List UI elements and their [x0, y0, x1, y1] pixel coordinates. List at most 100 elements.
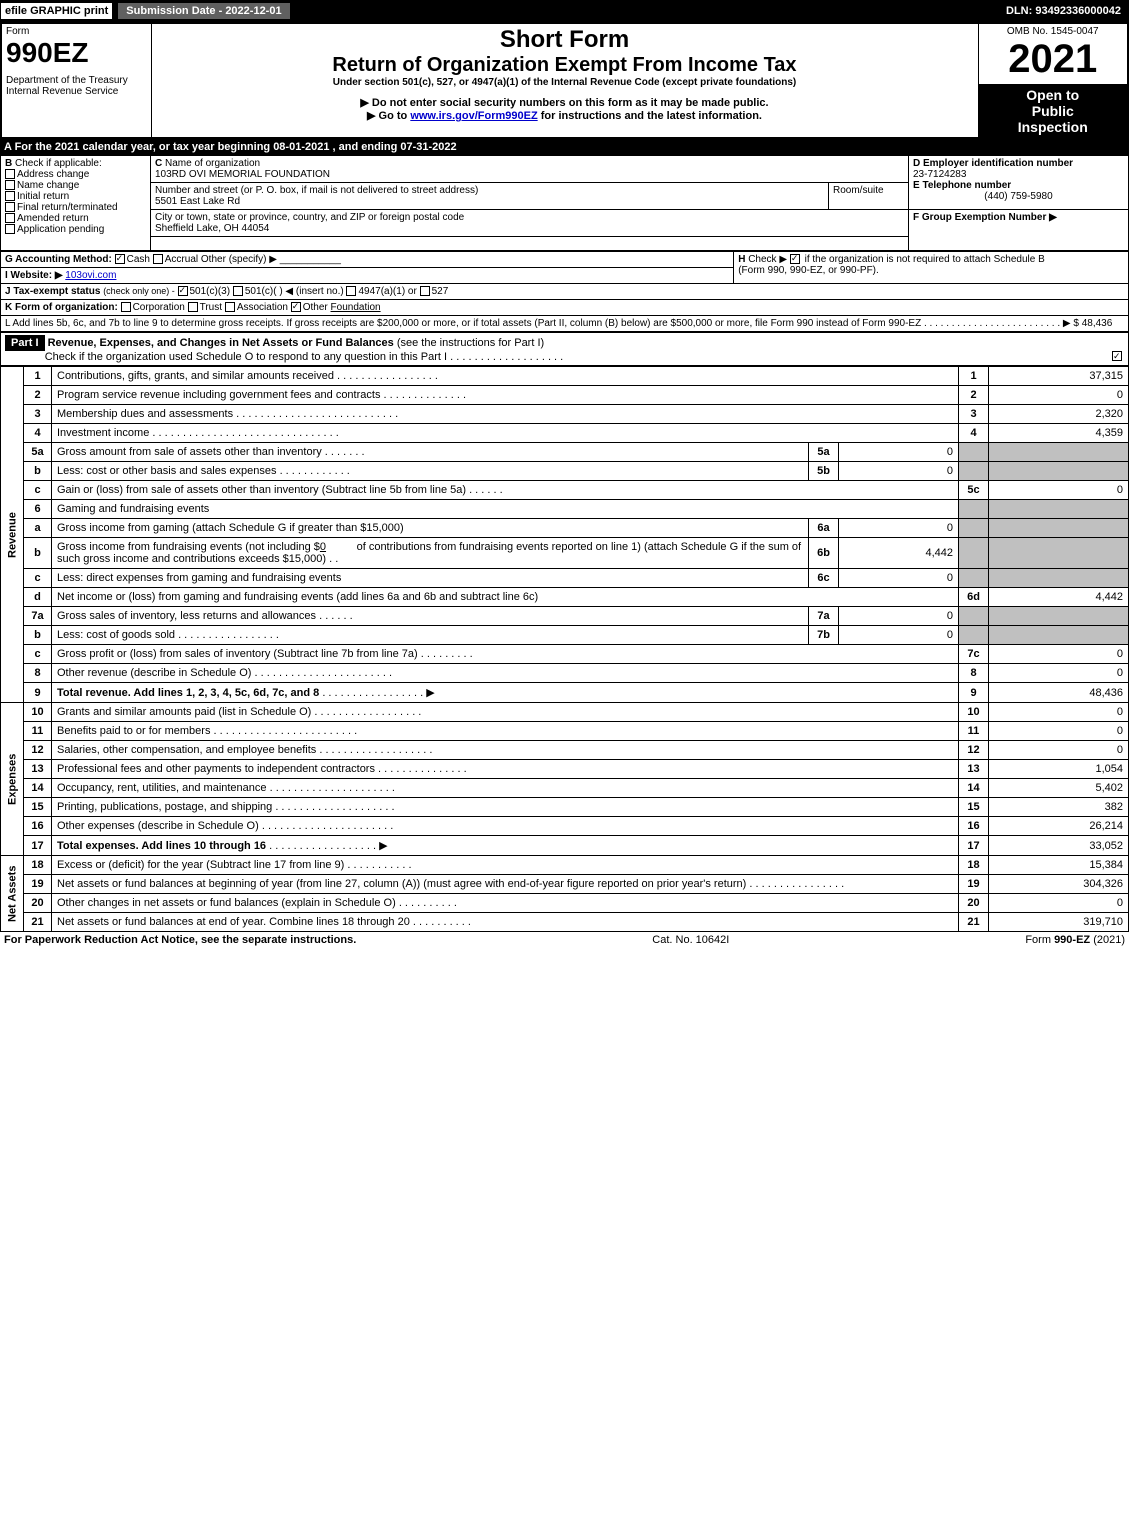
street-value: 5501 East Lake Rd	[155, 196, 240, 207]
ln12-desc: Salaries, other compensation, and employ…	[57, 744, 316, 756]
label-b: B	[5, 158, 12, 169]
ln6a-num: a	[24, 519, 52, 538]
ln13-desc: Professional fees and other payments to …	[57, 763, 375, 775]
h-forms: (Form 990, 990-EZ, or 990-PF).	[738, 265, 879, 276]
ln21-desc: Net assets or fund balances at end of ye…	[57, 916, 410, 928]
ln20-desc: Other changes in net assets or fund bala…	[57, 897, 396, 909]
ln2-val: 0	[989, 386, 1129, 405]
ln4-desc: Investment income	[57, 427, 149, 439]
ln6b-num: b	[24, 538, 52, 569]
instr-goto-post: for instructions and the latest informat…	[538, 110, 762, 122]
ln2-desc: Program service revenue including govern…	[57, 389, 380, 401]
cb-cash[interactable]	[115, 254, 125, 264]
ln5b-num: b	[24, 462, 52, 481]
cb-527[interactable]	[420, 286, 430, 296]
form-number: 990EZ	[6, 37, 147, 69]
expenses-vert-label: Expenses	[1, 703, 24, 856]
omb-number: OMB No. 1545-0047	[983, 26, 1124, 37]
cb-trust[interactable]	[188, 302, 198, 312]
cb-accrual[interactable]	[153, 254, 163, 264]
ln2-num: 2	[24, 386, 52, 405]
net-assets-vert-label: Net Assets	[1, 856, 24, 932]
ln18-num: 18	[24, 856, 52, 875]
ln5c-num: c	[24, 481, 52, 500]
lbl-527: 527	[432, 286, 449, 297]
cb-corp[interactable]	[121, 302, 131, 312]
ln6c-sn: 6c	[809, 569, 839, 588]
ln5a-sv: 0	[839, 443, 959, 462]
cb-4947[interactable]	[346, 286, 356, 296]
cb-assoc[interactable]	[225, 302, 235, 312]
cb-501c3[interactable]	[178, 286, 188, 296]
cb-schedule-o[interactable]	[1112, 351, 1122, 361]
ln5a-desc: Gross amount from sale of assets other t…	[57, 446, 322, 458]
top-bar: efile GRAPHIC print Submission Date - 20…	[0, 0, 1129, 22]
instr-goto: ▶ Go to www.irs.gov/Form990EZ for instru…	[156, 109, 974, 122]
ln6d-desc: Net income or (loss) from gaming and fun…	[57, 591, 538, 603]
ln7c-val: 0	[989, 645, 1129, 664]
ln6-desc: Gaming and fundraising events	[57, 503, 209, 515]
h-rest: if the organization is not required to a…	[805, 254, 1045, 265]
lbl-application-pending: Application pending	[17, 224, 104, 235]
cb-initial-return[interactable]	[5, 191, 15, 201]
footer-mid: Cat. No. 10642I	[652, 934, 729, 946]
ln7a-num: 7a	[24, 607, 52, 626]
ln6b-dval: 0	[320, 541, 326, 553]
cb-name-change[interactable]	[5, 180, 15, 190]
ln5c-nn: 5c	[959, 481, 989, 500]
website-link[interactable]: 103ovi.com	[65, 270, 116, 281]
cb-501c[interactable]	[233, 286, 243, 296]
ln1-num: 1	[24, 367, 52, 386]
ln1-val: 37,315	[989, 367, 1129, 386]
ln4-num: 4	[24, 424, 52, 443]
ln6-num: 6	[24, 500, 52, 519]
ln5b-desc: Less: cost or other basis and sales expe…	[57, 465, 277, 477]
ln15-val: 382	[989, 798, 1129, 817]
ln7c-num: c	[24, 645, 52, 664]
lbl-501c: 501(c)( ) ◀ (insert no.)	[245, 286, 344, 297]
ln12-val: 0	[989, 741, 1129, 760]
open-line2: Public	[983, 103, 1124, 119]
cb-final-return[interactable]	[5, 202, 15, 212]
ln8-num: 8	[24, 664, 52, 683]
lbl-amended-return: Amended return	[17, 213, 89, 224]
org-info-block: B Check if applicable: Address change Na…	[0, 155, 1129, 251]
ln1-nn: 1	[959, 367, 989, 386]
ln7a-sn: 7a	[809, 607, 839, 626]
ln8-val: 0	[989, 664, 1129, 683]
part1-check-text: Check if the organization used Schedule …	[45, 351, 447, 363]
open-line3: Inspection	[983, 119, 1124, 135]
ln15-num: 15	[24, 798, 52, 817]
ln7b-num: b	[24, 626, 52, 645]
ln11-val: 0	[989, 722, 1129, 741]
ln7c-desc: Gross profit or (loss) from sales of inv…	[57, 648, 418, 660]
ln14-desc: Occupancy, rent, utilities, and maintena…	[57, 782, 267, 794]
lbl-trust: Trust	[200, 302, 222, 313]
j-hint: (check only one) -	[103, 286, 175, 296]
part1-hint: (see the instructions for Part I)	[397, 337, 544, 349]
efile-print-button[interactable]: efile GRAPHIC print	[0, 2, 113, 20]
ln17-nn: 17	[959, 836, 989, 856]
lbl-other-org: Other	[303, 302, 328, 313]
ln6a-sv: 0	[839, 519, 959, 538]
label-k: K Form of organization:	[5, 302, 118, 313]
other-org-value: Foundation	[331, 302, 381, 313]
ln2-nn: 2	[959, 386, 989, 405]
form-header: Form 990EZ Department of the Treasury In…	[0, 22, 1129, 139]
ln11-nn: 11	[959, 722, 989, 741]
ln6c-desc: Less: direct expenses from gaming and fu…	[57, 572, 341, 584]
dept-line: Department of the Treasury	[6, 75, 147, 86]
ein-value: 23-7124283	[913, 169, 966, 180]
label-f: F Group Exemption Number ▶	[913, 212, 1057, 223]
cb-other-org[interactable]	[291, 302, 301, 312]
ln16-desc: Other expenses (describe in Schedule O)	[57, 820, 259, 832]
cb-application-pending[interactable]	[5, 224, 15, 234]
cb-address-change[interactable]	[5, 169, 15, 179]
irs-link[interactable]: www.irs.gov/Form990EZ	[410, 110, 537, 122]
cb-h[interactable]	[790, 254, 800, 264]
cb-amended-return[interactable]	[5, 213, 15, 223]
ln19-desc: Net assets or fund balances at beginning…	[57, 878, 746, 890]
city-value: Sheffield Lake, OH 44054	[155, 223, 269, 234]
part1-title: Revenue, Expenses, and Changes in Net As…	[48, 337, 394, 349]
ln19-nn: 19	[959, 875, 989, 894]
